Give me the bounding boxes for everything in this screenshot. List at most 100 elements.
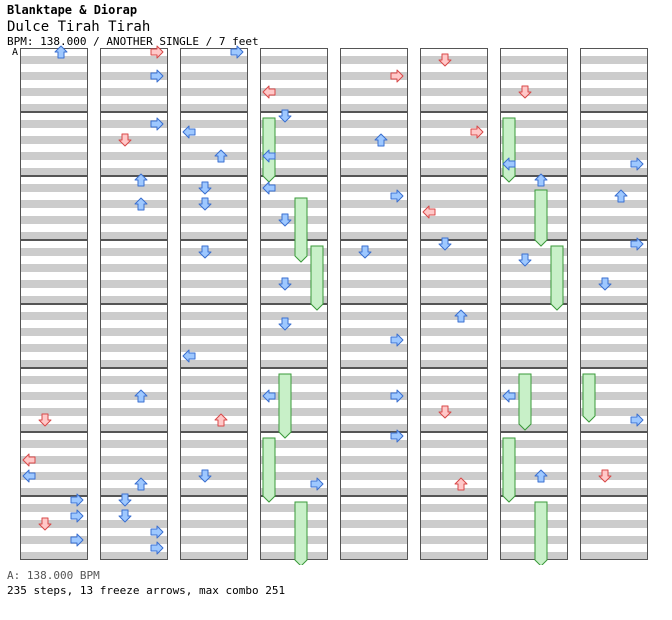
measure-box [100,432,168,496]
stripe [420,504,488,512]
stripe [20,88,88,96]
stripe [260,456,328,464]
stripe [420,440,488,448]
stripe [500,440,568,448]
stripe [180,408,248,416]
stripe [180,424,248,432]
stripe [580,152,648,160]
stripe [260,520,328,528]
measure-box [420,48,488,112]
stripe [340,392,408,400]
measure-box [100,304,168,368]
stripe [420,120,488,128]
measure-box [20,496,88,560]
stripe [100,104,168,112]
step-arrow [630,413,644,427]
stripe [340,296,408,304]
stripe [340,184,408,192]
stripe [260,88,328,96]
measure-box [500,496,568,560]
stripe [500,56,568,64]
stripe [340,264,408,272]
stripe [100,472,168,480]
measure-box [500,432,568,496]
step-arrow [518,253,532,267]
stripe [420,152,488,160]
stripe [580,424,648,432]
stripe [260,280,328,288]
measure-box [260,304,328,368]
stripe [100,408,168,416]
stripe [500,232,568,240]
stripe [20,504,88,512]
stripe [340,120,408,128]
step-arrow [70,493,84,507]
step-arrow [518,85,532,99]
stripe [500,184,568,192]
stripe [340,280,408,288]
stripe [500,360,568,368]
stripe [500,248,568,256]
stripe [580,344,648,352]
measure-box [260,432,328,496]
stripe [180,552,248,560]
step-arrow [262,85,276,99]
stripe [260,488,328,496]
measure-box [180,432,248,496]
step-arrow [438,237,452,251]
stripe [20,216,88,224]
stripe [100,264,168,272]
measure-box [20,368,88,432]
measure-box [340,176,408,240]
stripe [420,488,488,496]
stripe [580,104,648,112]
step-arrow [22,469,36,483]
step-arrow [502,389,516,403]
step-arrow [502,157,516,171]
freeze-arrow [534,501,548,565]
stripe [420,296,488,304]
measure-box [580,432,648,496]
measure-box [260,368,328,432]
measure-box [420,176,488,240]
measure-box [20,304,88,368]
stripe [20,168,88,176]
measure-box [260,496,328,560]
stripe [420,456,488,464]
stripe [20,328,88,336]
measure-box [100,176,168,240]
step-arrow [278,277,292,291]
stripe [420,392,488,400]
stripe [260,248,328,256]
stripe [500,552,568,560]
measure-box [340,496,408,560]
stripe [260,168,328,176]
stripe [260,408,328,416]
stripe [180,296,248,304]
freeze-arrow [550,245,564,311]
stripe [180,440,248,448]
step-arrow [38,413,52,427]
measure-box [20,176,88,240]
stripe [340,472,408,480]
step-arrow [470,125,484,139]
step-arrow [182,125,196,139]
stripe [180,280,248,288]
artist-name: Blanktape & Diorap [7,3,138,17]
stripe [260,424,328,432]
stripe [180,56,248,64]
stripe [580,56,648,64]
step-arrow [278,109,292,123]
stripe [180,152,248,160]
stripe [180,232,248,240]
stripe [180,264,248,272]
stripe [20,200,88,208]
stripe [20,472,88,480]
measure-box [500,48,568,112]
stripe [580,168,648,176]
stripe [420,216,488,224]
measure-box [500,368,568,432]
measure-box [580,496,648,560]
stripe [180,328,248,336]
stripe [260,472,328,480]
